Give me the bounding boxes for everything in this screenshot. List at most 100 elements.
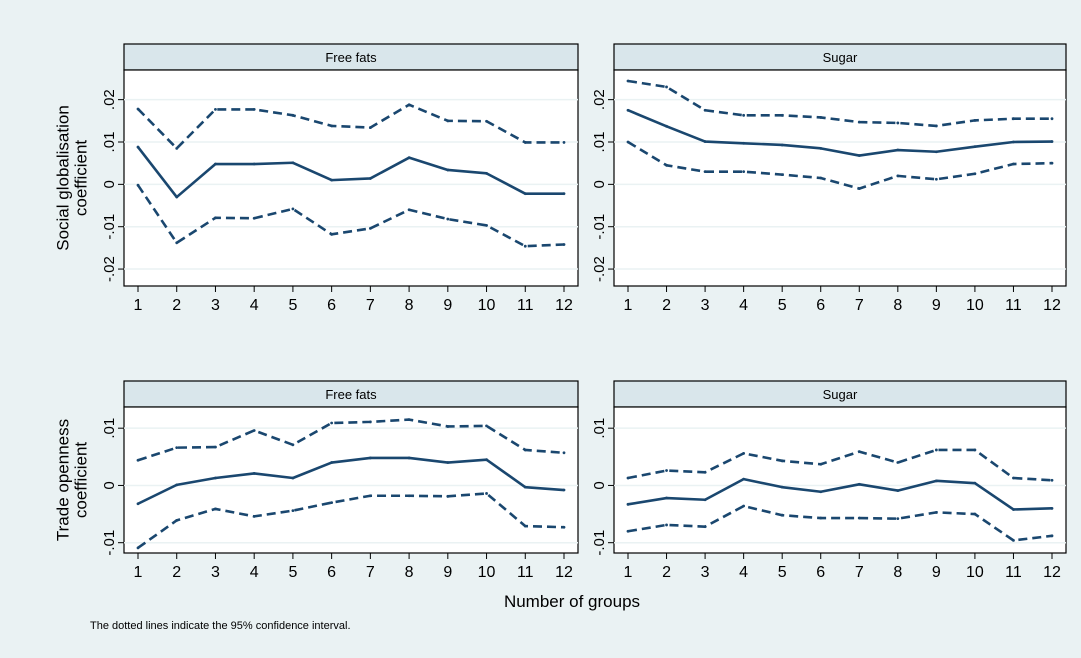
y-axis-label: Social globalisationcoefficient: [54, 105, 91, 251]
series-upper-point: [780, 459, 784, 463]
series-upper-point: [523, 448, 527, 452]
x-tick-label: 5: [288, 297, 297, 314]
series-lower-point: [665, 163, 668, 167]
series-upper-point: [368, 126, 372, 129]
y-tick-label: .01: [101, 418, 118, 439]
series-lower-point: [896, 517, 900, 521]
series-lower-line: [136, 184, 565, 248]
series-upper-point: [626, 79, 630, 83]
x-tick-label: 11: [1005, 564, 1022, 581]
series-lower-point: [819, 516, 823, 520]
series-upper-point: [780, 113, 784, 117]
panel-title: Sugar: [823, 387, 858, 402]
series-coefficient-point: [896, 489, 900, 492]
x-tick-label: 5: [778, 564, 787, 581]
x-tick-label: 6: [327, 297, 336, 314]
x-tick-label: 4: [250, 297, 259, 314]
series-coefficient-point: [446, 461, 450, 464]
series-upper-point: [330, 124, 334, 128]
x-tick-label: 6: [816, 564, 825, 581]
series-upper-point: [665, 469, 668, 472]
series-coefficient-point: [562, 488, 566, 492]
series-upper-point: [291, 443, 295, 447]
series-lower-point: [857, 187, 861, 190]
series-upper-point: [446, 119, 450, 123]
y-axis-label: Trade opennesscoefficient: [54, 419, 91, 541]
series-coefficient-point: [214, 476, 217, 480]
plot-area: [613, 406, 1067, 554]
x-tick-label: 8: [893, 564, 902, 581]
series-upper-point: [626, 476, 630, 480]
series-upper-point: [934, 124, 938, 128]
x-tick-label: 6: [327, 564, 336, 581]
x-tick-label: 10: [478, 297, 496, 314]
series-upper-point: [703, 108, 707, 112]
series-coefficient-point: [523, 485, 527, 489]
series-lower-point: [703, 170, 707, 174]
series-upper-point: [857, 120, 861, 124]
x-tick-label: 5: [288, 564, 297, 581]
y-tick-label: -.01: [101, 214, 118, 240]
series-coefficient-point: [1012, 508, 1015, 511]
panel-header: [123, 43, 579, 71]
series-coefficient-point: [330, 461, 334, 464]
series-upper-point: [214, 445, 217, 449]
series-coefficient-point: [819, 490, 823, 494]
series-coefficient-point: [1012, 140, 1015, 144]
series-lower-point: [485, 224, 488, 227]
series-lower-point: [780, 513, 784, 517]
series-upper-point: [1050, 478, 1054, 482]
series-lower-point: [780, 173, 784, 177]
series-lower-point: [175, 518, 179, 522]
series-lower-point: [1050, 534, 1054, 538]
x-tick-label: 8: [405, 297, 414, 314]
series-upper-point: [819, 116, 823, 119]
x-tick-label: 1: [134, 564, 143, 581]
series-coefficient-point: [291, 476, 295, 480]
y-tick-label: .01: [591, 132, 608, 153]
series-lower-point: [136, 546, 140, 550]
series-upper-point: [896, 121, 900, 125]
series-coefficient-point: [973, 145, 977, 149]
series-coefficient-point: [780, 485, 784, 489]
x-tick-label: 3: [211, 297, 220, 314]
series-lower-point: [934, 510, 938, 514]
series-coefficient-point: [896, 148, 900, 152]
x-tick-label: 7: [366, 564, 375, 581]
series-coefficient-line: [137, 456, 565, 505]
series-coefficient-line: [627, 109, 1053, 157]
y-axis-label-line: Trade openness: [54, 419, 73, 541]
series-lower-point: [626, 529, 630, 533]
series-lower-point: [252, 514, 256, 518]
y-tick-label: .02: [101, 89, 118, 110]
series-coefficient-point: [330, 178, 334, 182]
series-coefficient-point: [368, 456, 372, 460]
series-lower-point: [973, 512, 977, 516]
series-coefficient-point: [407, 456, 411, 460]
y-tick-label: 0: [101, 180, 118, 188]
x-tick-label: 12: [1043, 564, 1061, 581]
x-tick-label: 3: [701, 297, 710, 314]
series-upper-point: [742, 451, 746, 455]
series-coefficient-point: [214, 162, 217, 166]
series-upper-point: [973, 448, 977, 452]
series-lower-point: [446, 494, 450, 498]
series-lower-point: [934, 177, 938, 181]
series-upper-line: [137, 103, 564, 150]
y-tick-label: -.02: [591, 256, 608, 282]
panel-header: [123, 380, 579, 408]
series-lower-point: [703, 525, 707, 529]
y-axis-label-line: coefficient: [71, 442, 90, 519]
x-tick-label: 1: [134, 297, 143, 314]
panels: Free fats.02.010-.01-.021 2 3 4 5 6 7 8 9 10 11 12S…: [54, 43, 1067, 581]
x-tick-label: 2: [172, 564, 181, 581]
y-axis-label-line: coefficient: [71, 140, 90, 217]
series-coefficient-point: [742, 141, 746, 145]
series-upper-point: [665, 85, 668, 89]
x-tick-label: 8: [405, 564, 414, 581]
x-tick-label: 12: [555, 564, 573, 581]
x-tick-label: 11: [1005, 297, 1022, 314]
y-tick-label: -.02: [101, 256, 118, 282]
series-upper-point: [562, 451, 566, 455]
